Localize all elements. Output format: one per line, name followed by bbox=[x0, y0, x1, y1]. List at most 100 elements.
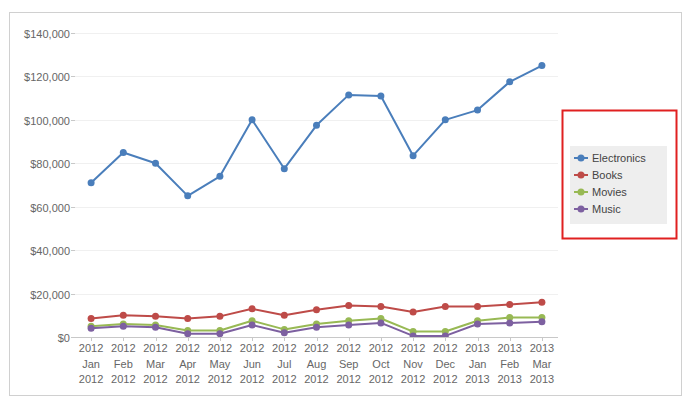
data-point[interactable] bbox=[120, 323, 127, 330]
legend-marker bbox=[578, 172, 585, 179]
data-point[interactable] bbox=[313, 324, 320, 331]
data-point[interactable] bbox=[538, 62, 545, 69]
data-point[interactable] bbox=[506, 319, 513, 326]
data-point[interactable] bbox=[474, 320, 481, 327]
data-point[interactable] bbox=[216, 330, 223, 337]
y-tick-label: $0 bbox=[58, 332, 70, 344]
data-point[interactable] bbox=[313, 122, 320, 129]
x-tick bbox=[413, 337, 414, 341]
grid-line bbox=[75, 33, 558, 34]
y-tick bbox=[71, 337, 75, 338]
y-tick bbox=[71, 120, 75, 121]
data-point[interactable] bbox=[249, 322, 256, 329]
grid-line bbox=[75, 76, 558, 77]
data-point[interactable] bbox=[120, 149, 127, 156]
data-point[interactable] bbox=[88, 325, 95, 332]
grid-line bbox=[75, 120, 558, 121]
data-point[interactable] bbox=[281, 329, 288, 336]
data-point[interactable] bbox=[506, 78, 513, 85]
data-point[interactable] bbox=[152, 313, 159, 320]
y-tick-label: $60,000 bbox=[30, 202, 70, 214]
legend-marker bbox=[578, 189, 585, 196]
y-tick-label: $20,000 bbox=[30, 289, 70, 301]
data-point[interactable] bbox=[538, 318, 545, 325]
data-point[interactable] bbox=[377, 92, 384, 99]
legend-label[interactable]: Music bbox=[592, 203, 621, 215]
x-tick bbox=[220, 337, 221, 341]
x-tick-label: 2012Mar2012 bbox=[143, 342, 167, 385]
data-point[interactable] bbox=[249, 305, 256, 312]
grid-line bbox=[75, 250, 558, 251]
x-tick-label: 2012Feb2012 bbox=[111, 342, 135, 385]
x-tick bbox=[478, 337, 479, 341]
x-tick-label: 2012Sep2012 bbox=[336, 342, 360, 385]
grid-line bbox=[75, 207, 558, 208]
data-point[interactable] bbox=[410, 152, 417, 159]
x-tick-label: 2012Aug2012 bbox=[304, 342, 328, 385]
grid bbox=[71, 34, 558, 338]
y-tick-label: $100,000 bbox=[24, 115, 70, 127]
x-tick bbox=[445, 337, 446, 341]
data-point[interactable] bbox=[410, 332, 417, 337]
grid-line bbox=[75, 163, 558, 164]
data-point[interactable] bbox=[474, 107, 481, 114]
y-tick-label: $140,000 bbox=[24, 28, 70, 40]
x-tick-label: 2012Jun2012 bbox=[240, 342, 264, 385]
data-point[interactable] bbox=[345, 302, 352, 309]
series-line bbox=[91, 317, 542, 331]
series-group bbox=[88, 62, 546, 337]
legend-box bbox=[570, 146, 667, 224]
data-point[interactable] bbox=[216, 313, 223, 320]
data-point[interactable] bbox=[88, 179, 95, 186]
data-point[interactable] bbox=[184, 330, 191, 337]
data-point[interactable] bbox=[345, 91, 352, 98]
data-point[interactable] bbox=[216, 173, 223, 180]
data-point[interactable] bbox=[249, 116, 256, 123]
legend-label[interactable]: Movies bbox=[592, 186, 627, 198]
x-tick bbox=[252, 337, 253, 341]
x-tick bbox=[542, 337, 543, 341]
data-point[interactable] bbox=[152, 160, 159, 167]
chart-frame bbox=[10, 13, 682, 396]
data-point[interactable] bbox=[152, 324, 159, 331]
y-tick-label: $120,000 bbox=[24, 71, 70, 83]
data-point[interactable] bbox=[120, 312, 127, 319]
legend-label[interactable]: Books bbox=[592, 169, 623, 181]
data-point[interactable] bbox=[506, 301, 513, 308]
x-axis-line bbox=[75, 337, 558, 338]
data-point[interactable] bbox=[281, 312, 288, 319]
legend: Electronics Books Movies Music bbox=[563, 111, 677, 239]
data-point[interactable] bbox=[410, 309, 417, 316]
highlight-box bbox=[563, 111, 677, 239]
y-tick bbox=[71, 76, 75, 77]
x-tick bbox=[284, 337, 285, 341]
data-point[interactable] bbox=[442, 303, 449, 310]
y-tick bbox=[71, 33, 75, 34]
y-tick-label: $40,000 bbox=[30, 245, 70, 257]
data-point[interactable] bbox=[538, 299, 545, 306]
x-tick bbox=[188, 337, 189, 341]
x-tick bbox=[156, 337, 157, 341]
data-point[interactable] bbox=[345, 322, 352, 329]
x-tick-label: 2013Jan2013 bbox=[465, 342, 489, 385]
x-tick-label: 2013Feb2013 bbox=[497, 342, 521, 385]
legend-label[interactable]: Electronics bbox=[592, 152, 646, 164]
data-point[interactable] bbox=[184, 315, 191, 322]
data-point[interactable] bbox=[281, 165, 288, 172]
data-point[interactable] bbox=[88, 315, 95, 322]
x-tick bbox=[381, 337, 382, 341]
x-tick-label: 2012Oct2012 bbox=[369, 342, 393, 385]
series-line bbox=[91, 66, 542, 196]
data-point[interactable] bbox=[474, 303, 481, 310]
data-point[interactable] bbox=[442, 116, 449, 123]
x-tick-label: 2012Jan2012 bbox=[79, 342, 103, 385]
data-point[interactable] bbox=[313, 306, 320, 313]
x-tick bbox=[510, 337, 511, 341]
data-point[interactable] bbox=[377, 319, 384, 326]
data-point[interactable] bbox=[442, 332, 449, 337]
x-tick-label: 2012Nov2012 bbox=[401, 342, 425, 385]
data-point[interactable] bbox=[184, 192, 191, 199]
data-point[interactable] bbox=[377, 303, 384, 310]
legend-marker bbox=[578, 206, 585, 213]
legend-marker bbox=[578, 155, 585, 162]
